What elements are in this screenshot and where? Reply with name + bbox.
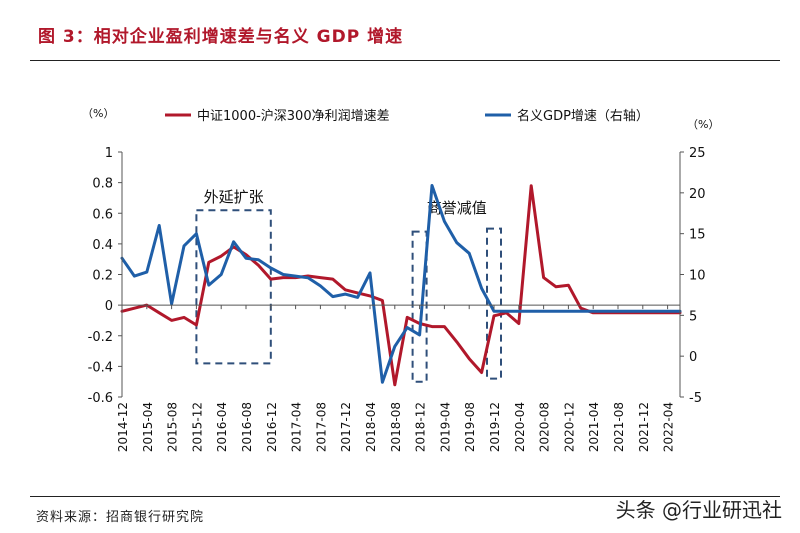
right-tick-label: -5	[689, 391, 702, 406]
annotation-label-expansion: 外延扩张	[204, 188, 264, 206]
annotation-box-2	[411, 230, 428, 383]
x-tick-label: 2021-04	[587, 402, 601, 452]
right-tick-label: 25	[689, 146, 706, 161]
bottom-rule	[30, 496, 780, 497]
x-tick-label: 2020-04	[513, 402, 527, 452]
left-tick-label: 0.2	[92, 269, 113, 284]
x-tick-label: 2019-12	[488, 402, 502, 452]
x-tick-label: 2022-04	[662, 402, 676, 452]
right-tick-label: 5	[689, 309, 697, 324]
right-tick-label: 15	[689, 228, 706, 243]
right-tick-label: 10	[689, 269, 706, 284]
x-tick-label: 2016-04	[215, 402, 229, 452]
x-tick-label: 2015-08	[166, 402, 180, 452]
left-tick-label: -0.4	[88, 360, 113, 375]
x-tick-label: 2016-12	[265, 402, 279, 452]
top-rule	[30, 60, 780, 61]
legend-label-2: 名义GDP增速（右轴）	[517, 108, 649, 124]
annotation-label-goodwill: 商誉减值	[427, 199, 487, 217]
left-tick-label: 0.8	[92, 177, 113, 192]
x-tick-label: 2020-08	[538, 402, 552, 452]
legend-label-1: 中证1000-沪深300净利润增速差	[197, 108, 390, 124]
right-tick-label: 20	[689, 187, 706, 202]
x-tick-label: 2019-04	[438, 402, 452, 452]
x-tick-label: 2015-12	[190, 402, 204, 452]
left-tick-label: 0.6	[92, 207, 113, 222]
x-tick-label: 2018-12	[414, 402, 428, 452]
x-tick-label: 2016-08	[240, 402, 254, 452]
x-tick-label: 2015-04	[141, 402, 155, 452]
source-note: 资料来源：招商银行研究院	[36, 510, 205, 525]
annotation-box-3	[486, 227, 502, 380]
x-tick-label: 2017-04	[290, 402, 304, 452]
annotation-box-1	[195, 209, 272, 365]
figure-title: 图 3：相对企业盈利增速差与名义 GDP 增速	[38, 27, 404, 47]
x-tick-label: 2021-12	[637, 402, 651, 452]
left-axis-unit: （%）	[82, 107, 114, 120]
left-tick-label: 0.4	[92, 238, 113, 253]
x-tick-label: 2018-08	[389, 402, 403, 452]
x-tick-label: 2014-12	[116, 402, 130, 452]
left-tick-label: 1	[105, 146, 113, 161]
series-line-2	[120, 184, 682, 384]
x-tick-label: 2017-12	[339, 402, 353, 452]
x-tick-label: 2021-08	[612, 402, 626, 452]
x-tick-label: 2020-12	[562, 402, 576, 452]
left-tick-label: 0	[105, 299, 113, 314]
x-tick-label: 2019-08	[463, 402, 477, 452]
right-tick-label: 0	[689, 350, 697, 365]
left-tick-label: -0.6	[88, 391, 113, 406]
x-tick-label: 2017-08	[314, 402, 328, 452]
series-line-1	[120, 184, 682, 387]
right-axis-unit: （%）	[687, 118, 719, 131]
watermark: 头条 @行业研迅社	[615, 498, 782, 522]
x-tick-label: 2018-04	[364, 402, 378, 452]
left-tick-label: -0.2	[88, 330, 113, 345]
